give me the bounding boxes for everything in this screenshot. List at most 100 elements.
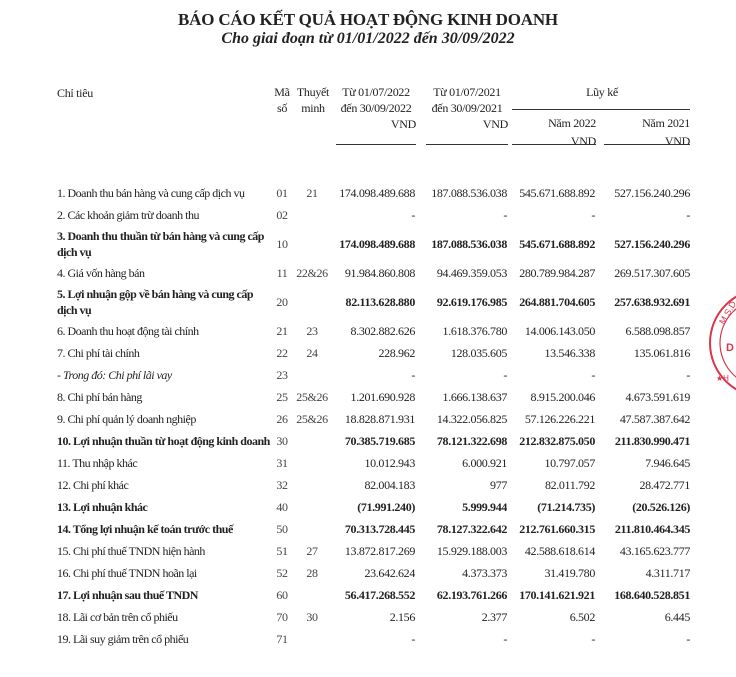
- value-ytd-2021: (20.526.126): [632, 499, 690, 514]
- header-col2-line2: đến 30/09/2021: [431, 101, 503, 115]
- row-code: 40: [276, 499, 288, 514]
- value-q3-2022: 1.201.690.928: [350, 389, 415, 404]
- row-note: [292, 364, 332, 386]
- value-q3-2022: 91.984.860.808: [344, 265, 415, 280]
- row-label: 12. Chi phí khác: [57, 478, 129, 492]
- row-note: [292, 628, 332, 650]
- row-code: 71: [276, 631, 288, 646]
- table-row: 1. Doanh thu bán hàng và cung cấp dịch v…: [50, 182, 690, 204]
- table-row: - Trong đó: Chi phí lãi vay 23 - - - -: [50, 364, 690, 386]
- row-label: 5. Lợi nhuận gộp về bán hàng và cung cấp…: [57, 287, 254, 317]
- value-ytd-2021: 257.638.932.691: [614, 294, 690, 309]
- row-code: 51: [276, 543, 288, 558]
- header-col1-line1: Từ 01/07/2022: [342, 85, 410, 99]
- value-q3-2022: 18.828.871.931: [344, 411, 415, 426]
- value-ytd-2022: 545.671.688.892: [519, 185, 595, 200]
- value-ytd-2021: 527.156.240.296: [614, 185, 690, 200]
- value-q3-2021: 15.929.188.003: [436, 543, 507, 558]
- row-code: 60: [276, 587, 288, 602]
- value-ytd-2022: 8.915.200.046: [530, 389, 595, 404]
- row-code: 26: [276, 411, 288, 426]
- row-label: - Trong đó: Chi phí lãi vay: [57, 368, 172, 382]
- header-code-line2: số: [276, 101, 288, 115]
- value-ytd-2021: 168.640.528.851: [614, 587, 690, 602]
- value-ytd-2022: 6.502: [569, 609, 595, 624]
- value-q3-2021: -: [503, 207, 507, 222]
- header-col1: Từ 01/07/2022 đến 30/09/2022 VND: [336, 84, 417, 132]
- row-note: [292, 204, 332, 226]
- value-q3-2021: 5.999.944: [462, 499, 507, 514]
- value-q3-2021: -: [503, 631, 507, 646]
- value-q3-2022: -: [411, 367, 415, 382]
- row-note: 24: [306, 345, 318, 360]
- value-q3-2021: 62.193.761.266: [436, 587, 507, 602]
- value-ytd-2022: 14.006.143.050: [524, 323, 595, 338]
- row-label: 19. Lãi suy giảm trên cổ phiếu: [57, 632, 189, 646]
- svg-text:D: D: [726, 342, 734, 354]
- value-q3-2021: 187.088.536.038: [431, 236, 507, 251]
- row-label: 9. Chi phí quản lý doanh nghiệp: [57, 412, 196, 426]
- row-code: 30: [276, 433, 288, 448]
- table-row: 17. Lợi nhuận sau thuế TNDN 60 56.417.268.…: [50, 584, 690, 606]
- header-col3-unit: VND: [570, 134, 596, 148]
- company-seal: M.S.D D ★H: [709, 295, 736, 391]
- header-col1-line2: đến 30/09/2022: [340, 101, 412, 115]
- row-label: 7. Chi phí tài chính: [57, 346, 140, 360]
- row-label: 15. Chi phí thuế TNDN hiện hành: [57, 544, 205, 558]
- value-ytd-2022: 170.141.621.921: [519, 587, 595, 602]
- value-q3-2021: 187.088.536.038: [431, 185, 507, 200]
- value-q3-2021: 14.322.056.825: [436, 411, 507, 426]
- row-label: 8. Chi phí bán hàng: [57, 390, 142, 404]
- row-code: 50: [276, 521, 288, 536]
- value-q3-2021: 92.619.176.985: [436, 294, 507, 309]
- value-ytd-2021: -: [686, 207, 690, 222]
- row-label: 2. Các khoản giảm trừ doanh thu: [57, 208, 199, 222]
- row-code: 23: [276, 367, 288, 382]
- row-label: 11. Thu nhập khác: [57, 456, 138, 470]
- report-period: Cho giai đoạn từ 01/01/2022 đến 30/09/20…: [221, 30, 515, 47]
- value-ytd-2022: -: [591, 207, 595, 222]
- row-label: 3. Doanh thu thuần từ bán hàng và cung c…: [57, 229, 264, 259]
- value-q3-2022: 2.156: [389, 609, 415, 624]
- value-ytd-2021: 28.472.771: [639, 477, 690, 492]
- value-q3-2022: 13.872.817.269: [344, 543, 415, 558]
- header-note: Thuyết minh: [294, 84, 332, 116]
- row-code: 01: [276, 185, 288, 200]
- row-note: 25&26: [296, 411, 328, 426]
- value-q3-2021: 78.121.322.698: [436, 433, 507, 448]
- table-row: 8. Chi phí bán hàng 25 25&26 1.201.690.928 1…: [50, 386, 690, 408]
- row-code: 70: [276, 609, 288, 624]
- table-row: 11. Thu nhập khác 31 10.012.943 6.000.921 10…: [50, 452, 690, 474]
- row-note: [292, 584, 332, 606]
- row-label: 17. Lợi nhuận sau thuế TNDN: [57, 588, 198, 602]
- value-ytd-2021: 6.445: [664, 609, 690, 624]
- row-label: 16. Chi phí thuế TNDN hoãn lại: [57, 566, 197, 580]
- value-q3-2022: 10.012.943: [364, 455, 415, 470]
- row-note: 28: [306, 565, 318, 580]
- table-row: 13. Lợi nhuận khác 40 (71.991.240) 5.999.94…: [50, 496, 690, 518]
- row-code: 31: [276, 455, 288, 470]
- table-row: 4. Giá vốn hàng bán 11 22&26 91.984.860.808…: [50, 262, 690, 284]
- header-col2-line1: Từ 01/07/2021: [433, 85, 501, 99]
- table-row: 18. Lãi cơ bản trên cổ phiếu 70 30 2.156 2.3…: [50, 606, 690, 628]
- value-q3-2022: -: [411, 631, 415, 646]
- value-ytd-2021: 135.061.816: [633, 345, 690, 360]
- table-row: 12. Chi phí khác 32 82.004.183 977 82.011.79…: [50, 474, 690, 496]
- row-label: 10. Lợi nhuận thuần từ hoạt động kinh do…: [57, 434, 270, 448]
- svg-text:★H: ★H: [716, 374, 729, 383]
- value-ytd-2022: 212.832.875.050: [519, 433, 595, 448]
- value-ytd-2021: 211.830.990.471: [614, 433, 690, 448]
- value-ytd-2021: 4.673.591.619: [625, 389, 690, 404]
- row-code: 10: [276, 236, 288, 251]
- row-note: 25&26: [296, 389, 328, 404]
- row-note: 27: [306, 543, 318, 558]
- row-code: 22: [276, 345, 288, 360]
- row-label: 4. Giá vốn hàng bán: [57, 266, 145, 280]
- row-note: [292, 284, 332, 320]
- divider: [336, 144, 416, 145]
- value-ytd-2022: -: [591, 367, 595, 382]
- value-q3-2022: 82.113.628.880: [345, 294, 415, 309]
- value-q3-2022: 70.385.719.685: [344, 433, 415, 448]
- value-q3-2021: 977: [490, 477, 507, 492]
- value-q3-2021: 128.035.605: [450, 345, 507, 360]
